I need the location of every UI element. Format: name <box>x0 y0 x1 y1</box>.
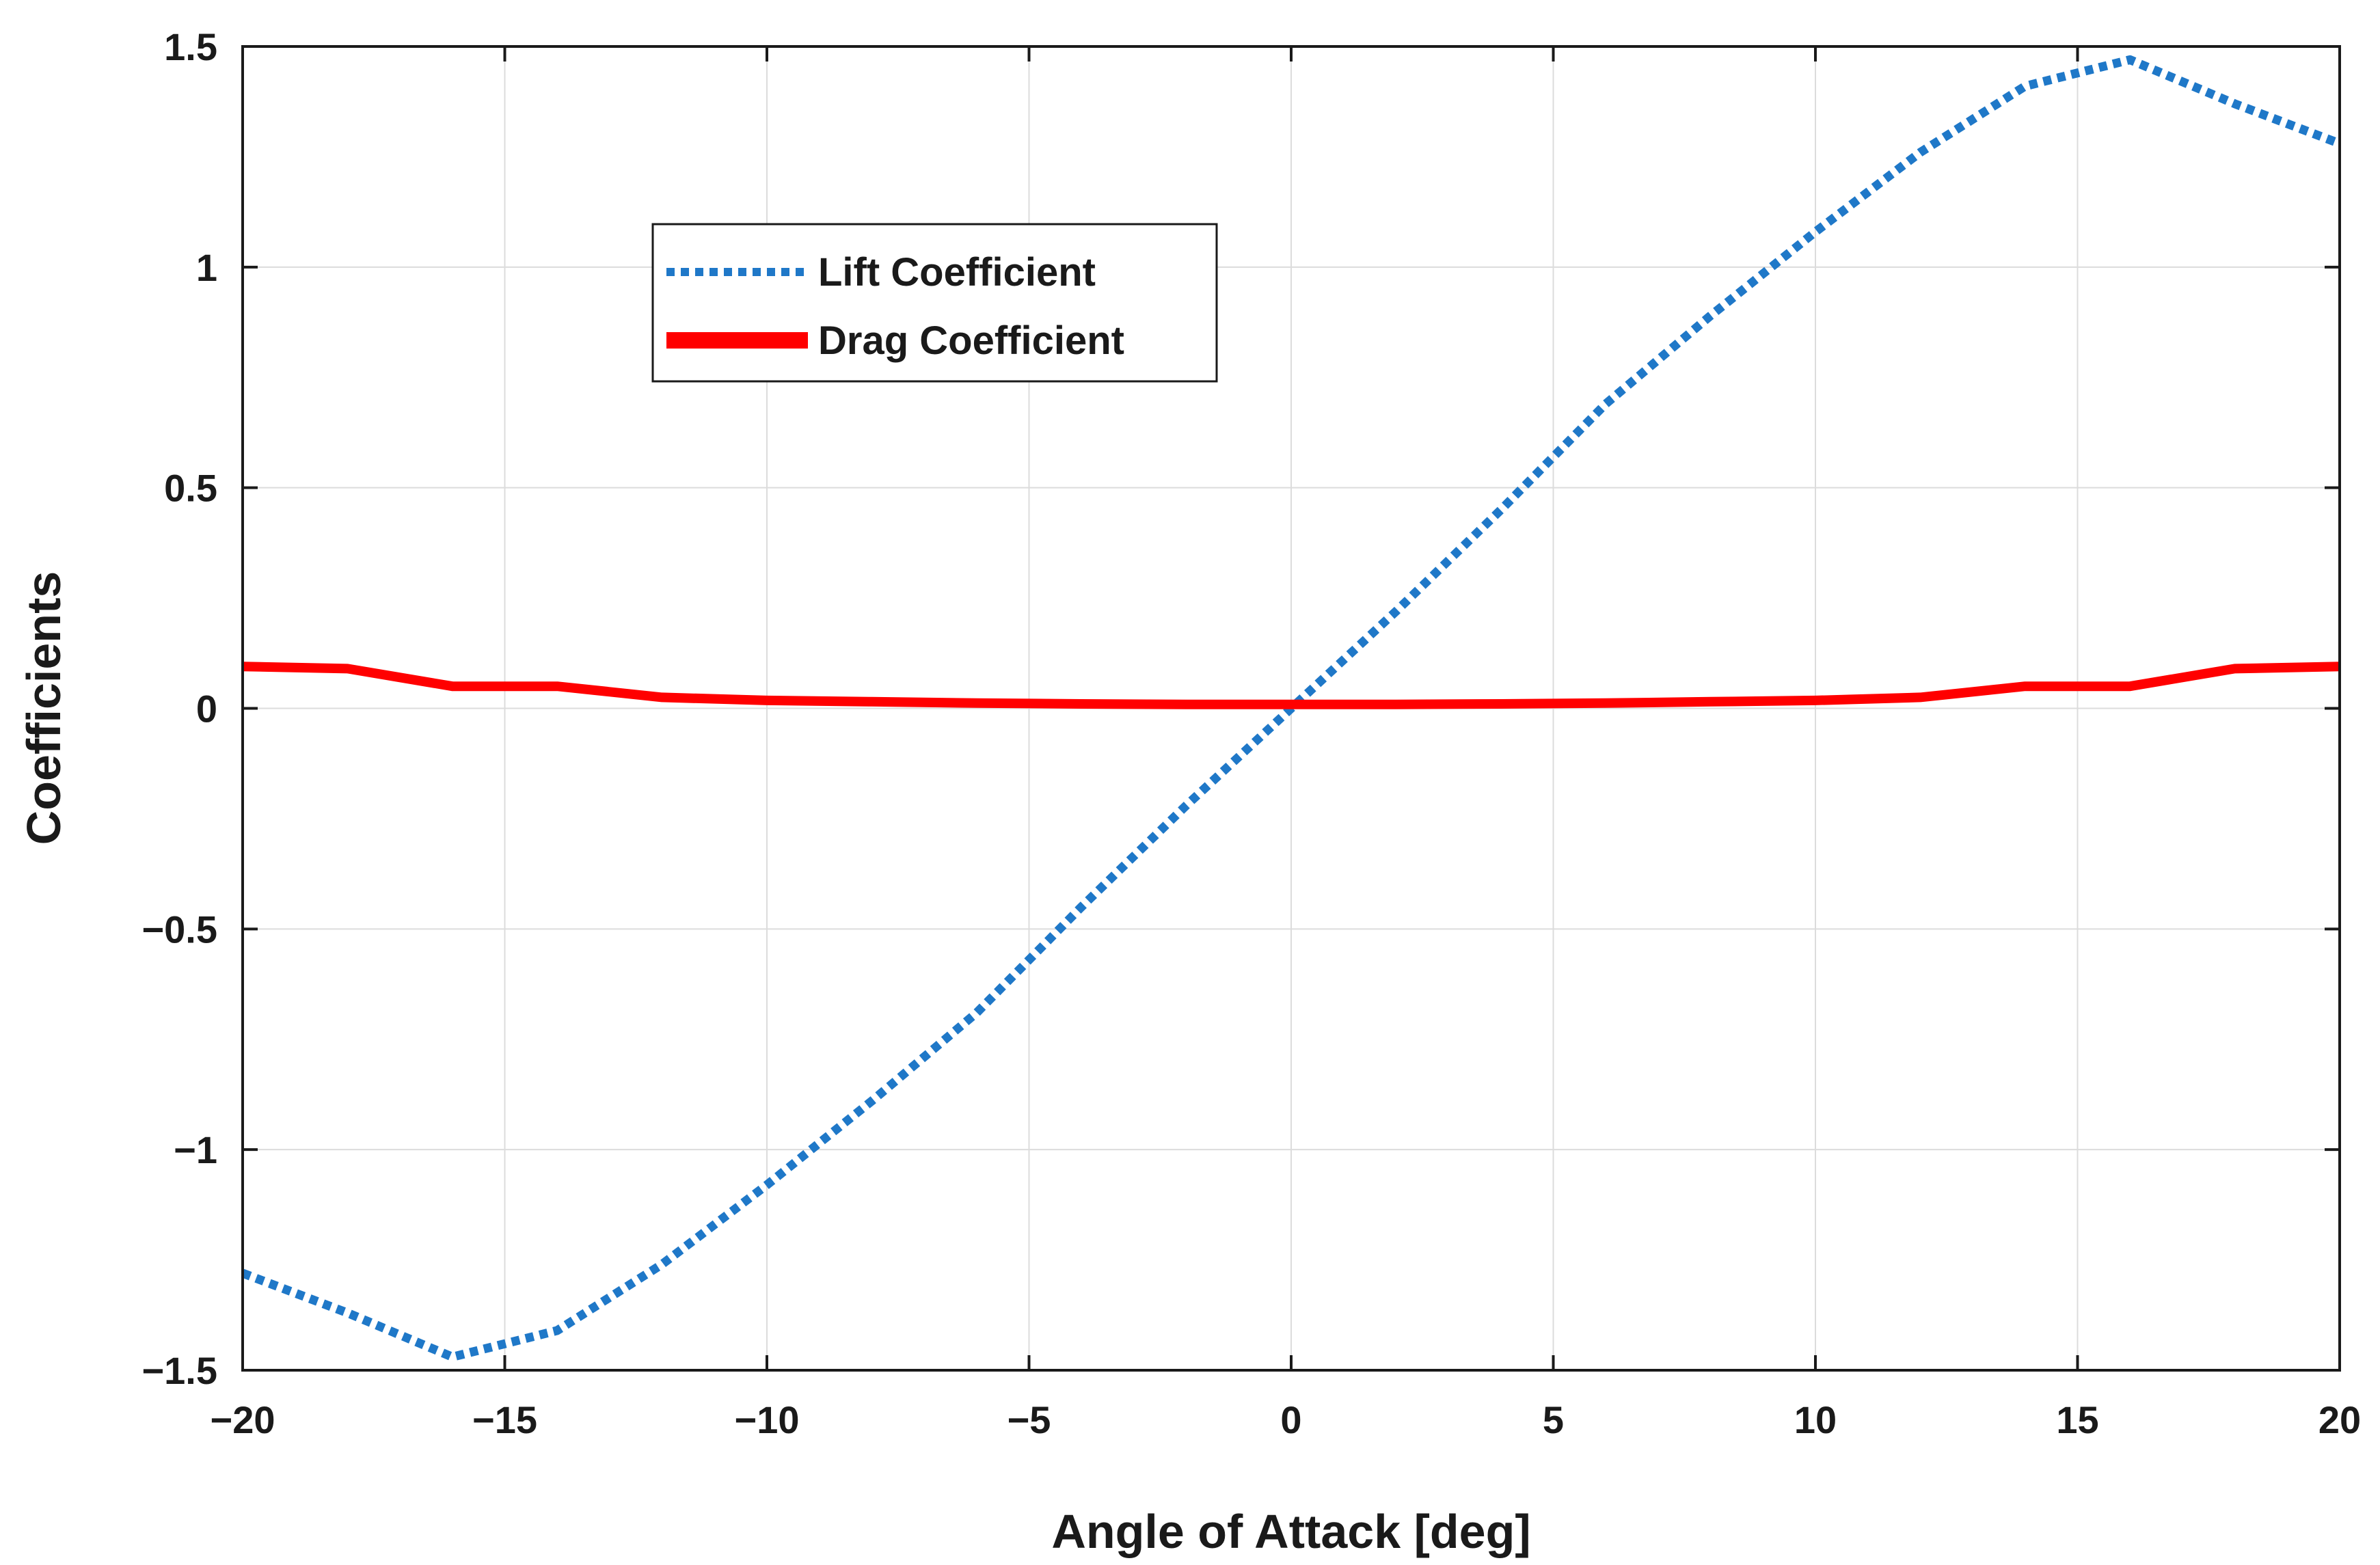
x-tick-label: −5 <box>1008 1398 1051 1441</box>
legend: Lift Coefficient Drag Coefficient <box>651 223 1218 383</box>
x-tick-label: 0 <box>1280 1398 1301 1441</box>
y-tick-label: 1.5 <box>164 25 217 68</box>
x-tick-label: −15 <box>472 1398 537 1441</box>
x-tick-label: 20 <box>2318 1398 2361 1441</box>
x-tick-label: 15 <box>2056 1398 2098 1441</box>
x-tick-label: −10 <box>735 1398 800 1441</box>
y-tick-label: −1 <box>174 1128 217 1171</box>
y-axis-title: Coefficients <box>17 571 70 845</box>
tick-labels: −20 −15 −10 −5 0 5 10 15 20 −1.5 −1 −0.5 0 0.5 1 1.5 <box>141 25 2361 1441</box>
y-tick-label: −0.5 <box>141 908 217 951</box>
axes <box>241 45 2341 1372</box>
legend-box <box>651 223 1218 383</box>
y-tick-label: 1 <box>196 246 217 289</box>
x-axis-title: Angle of Attack [deg] <box>1051 1505 1530 1558</box>
series-layer <box>241 55 2342 1362</box>
y-tick-label: 0 <box>196 688 217 731</box>
x-tick-label: −20 <box>211 1398 275 1441</box>
y-tick-label: −1.5 <box>141 1349 217 1392</box>
x-tick-label: 10 <box>1794 1398 1837 1441</box>
x-tick-label: 5 <box>1543 1398 1564 1441</box>
y-tick-label: 0.5 <box>164 467 217 510</box>
legend-lift-label: Lift Coefficient <box>818 250 1096 295</box>
series-line-drag <box>242 662 2340 709</box>
legend-drag-label: Drag Coefficient <box>818 318 1124 363</box>
